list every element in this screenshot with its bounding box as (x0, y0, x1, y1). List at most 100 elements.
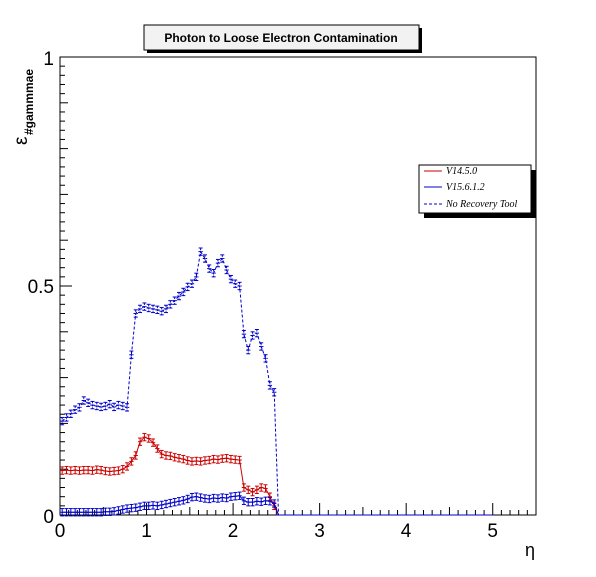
data-point (77, 508, 82, 517)
data-point (259, 483, 264, 492)
data-point (68, 409, 73, 418)
data-point (172, 453, 177, 462)
data-point (103, 401, 108, 411)
data-point (241, 483, 247, 492)
data-point (72, 405, 78, 414)
data-point (150, 304, 156, 314)
data-point (254, 329, 260, 338)
data-point (98, 508, 104, 517)
data-point (111, 466, 117, 476)
data-point (189, 279, 195, 288)
y-axis-label: ε #gammmae (11, 69, 36, 145)
data-point (163, 451, 169, 460)
data-point (85, 508, 91, 517)
data-point (129, 503, 134, 513)
data-point (168, 498, 173, 508)
data-point (246, 485, 251, 494)
series-layer (60, 247, 493, 517)
data-point (124, 504, 130, 513)
data-point (185, 494, 190, 504)
data-point (254, 485, 260, 494)
data-point (116, 466, 121, 475)
data-point (60, 466, 65, 475)
data-point (189, 492, 195, 502)
data-point (194, 272, 199, 282)
data-point (124, 403, 130, 412)
data-point (98, 465, 104, 475)
y-tick-label: 0.5 (28, 277, 54, 298)
x-tick-label: 0 (55, 521, 66, 542)
x-tick-label: 4 (401, 521, 412, 542)
data-point (68, 508, 73, 517)
data-point (176, 454, 182, 463)
data-point (263, 496, 268, 505)
data-point (194, 456, 199, 466)
data-point (159, 449, 164, 459)
data-point (150, 438, 156, 447)
data-point (176, 497, 182, 506)
data-point (202, 456, 208, 465)
data-point (250, 487, 255, 497)
data-point (259, 497, 264, 506)
data-point (90, 466, 95, 475)
data-point (111, 402, 117, 412)
data-point (220, 493, 225, 502)
data-point (215, 494, 221, 503)
data-point (224, 265, 229, 275)
data-point (133, 503, 138, 512)
data-point (142, 302, 147, 311)
data-point (198, 247, 203, 256)
data-point (220, 254, 225, 263)
data-point (111, 507, 117, 516)
x-tick-label: 3 (314, 521, 325, 542)
data-point (68, 466, 73, 475)
data-point (64, 413, 69, 422)
data-point (81, 508, 86, 517)
y-axis-label-sub: #gammmae (22, 69, 36, 135)
data-point (176, 291, 182, 301)
data-point (107, 467, 112, 476)
data-point (254, 497, 260, 506)
data-point (137, 437, 143, 446)
data-point (163, 304, 169, 314)
data-point (215, 455, 221, 464)
chart-title: Photon to Loose Electron Contamination (164, 31, 397, 45)
data-point (129, 350, 134, 359)
data-point (272, 499, 277, 508)
data-point (228, 274, 234, 284)
data-point (155, 305, 160, 314)
data-point (137, 502, 143, 511)
data-point (120, 465, 125, 474)
x-tick-label: 2 (228, 521, 239, 542)
data-point (267, 381, 273, 390)
data-point (146, 303, 151, 313)
data-point (233, 455, 238, 464)
data-point (233, 279, 238, 288)
axis-ticks (59, 56, 537, 516)
y-tick-label: 0 (43, 507, 54, 528)
data-point (250, 331, 255, 340)
data-point (224, 493, 229, 503)
plot-frame (59, 56, 537, 516)
data-point (189, 457, 195, 466)
data-point (137, 304, 143, 314)
data-point (77, 466, 82, 475)
data-point (142, 501, 147, 511)
data-point (77, 403, 82, 412)
data-point (60, 508, 65, 517)
data-point (159, 307, 164, 316)
data-point (202, 494, 208, 503)
data-point (241, 329, 247, 339)
x-tick-label: 5 (487, 521, 498, 542)
data-point (168, 451, 173, 461)
data-point (246, 345, 251, 355)
data-point (146, 434, 151, 443)
data-point (233, 492, 238, 501)
data-point (94, 401, 99, 411)
title-box (143, 24, 420, 51)
data-point (207, 494, 212, 504)
y-tick-label: 1 (43, 49, 54, 70)
data-point (211, 269, 216, 278)
data-point (107, 507, 112, 516)
